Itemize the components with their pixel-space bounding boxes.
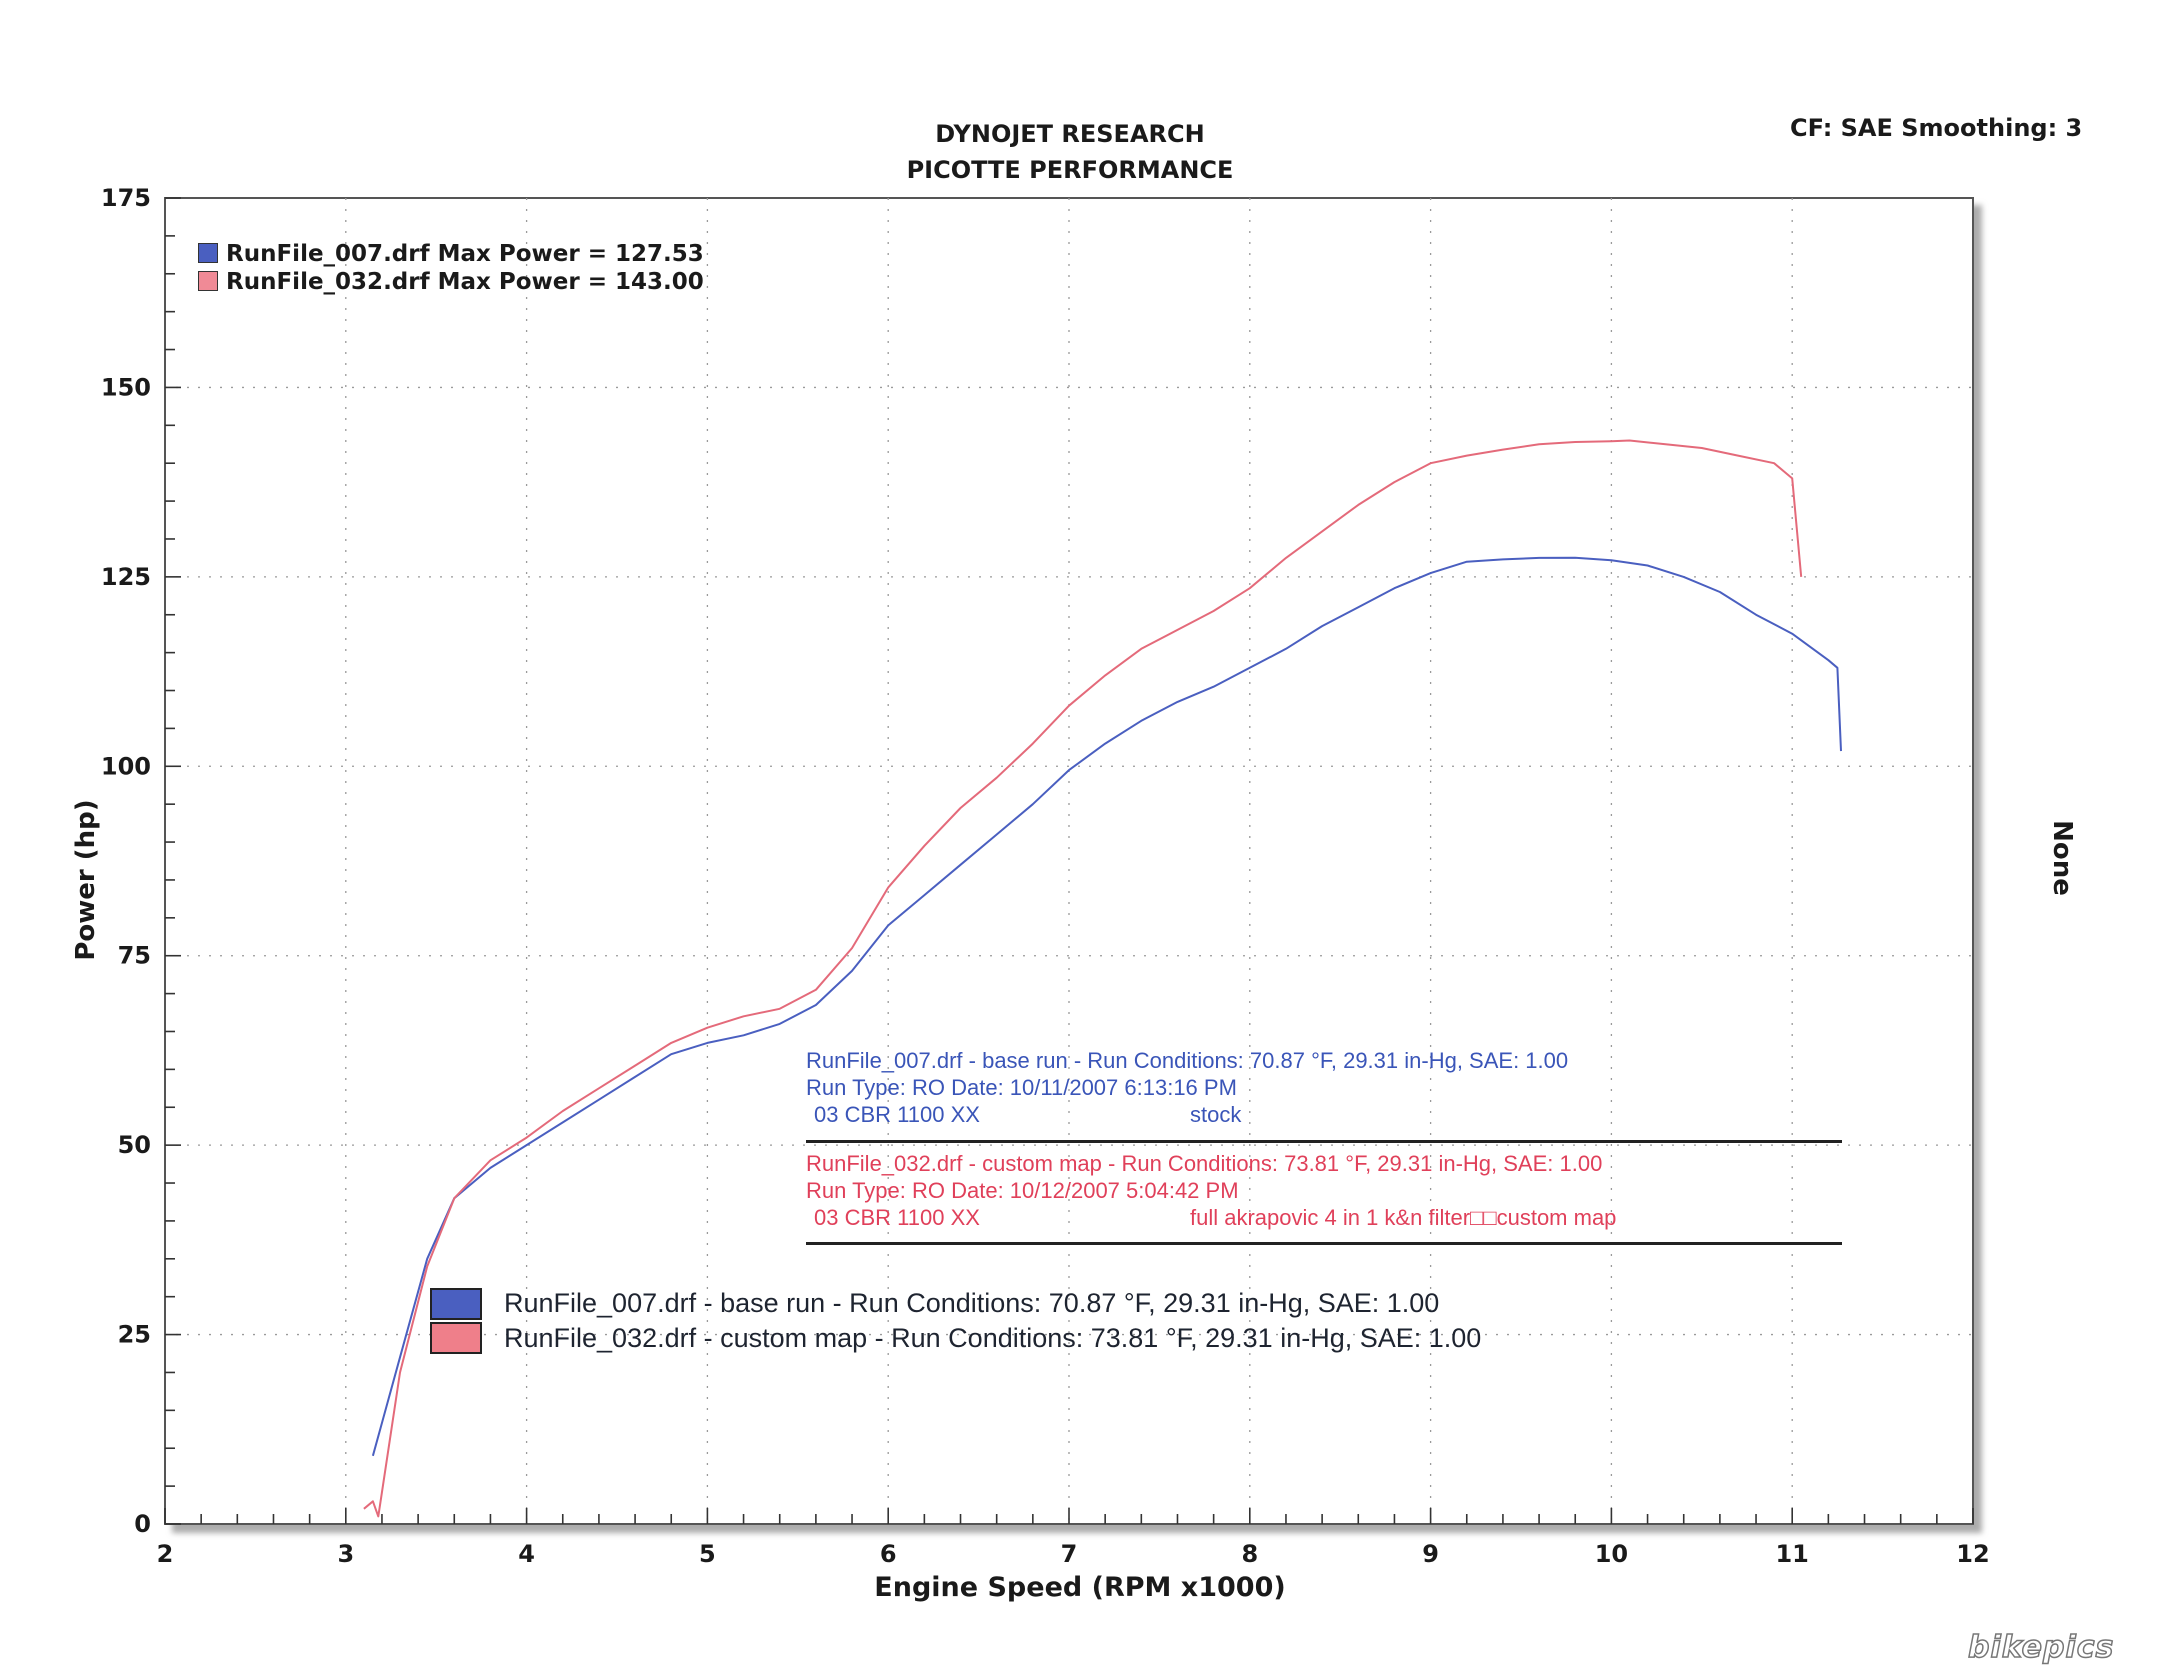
y-tick-label: 25	[118, 1321, 151, 1349]
run-conditions-run007: RunFile_007.drf - base run - Run Conditi…	[806, 1048, 1568, 1128]
chart-title-line1: DYNOJET RESEARCH	[935, 120, 1205, 148]
legend-swatch-large	[430, 1322, 482, 1354]
x-tick-label: 10	[1595, 1540, 1628, 1568]
divider-line	[806, 1242, 1842, 1245]
run-conditions-line: RunFile_007.drf - base run - Run Conditi…	[806, 1048, 1569, 1073]
y-axis-label: Power (hp)	[71, 799, 101, 961]
cf-smoothing-label: CF: SAE Smoothing: 3	[1790, 114, 2083, 142]
series-line-1	[363, 439, 1803, 1518]
legend-swatch	[198, 243, 218, 263]
bottom-legend-run007: RunFile_007.drf - base run - Run Conditi…	[504, 1288, 1440, 1318]
watermark-logo: bikepics	[1967, 1629, 2115, 1665]
x-tick-label: 3	[337, 1540, 354, 1568]
legend-label: RunFile_032.drf Max Power = 143.00	[226, 269, 704, 295]
y-tick-label: 125	[101, 563, 151, 591]
x-tick-label: 5	[699, 1540, 716, 1568]
legend-label: RunFile_007.drf Max Power = 127.53	[226, 241, 704, 267]
tick-labels: 2 3 4 5 6 7 8 9 10 11 12 0 25 50 75 100 125 150 175	[101, 184, 1990, 1568]
x-axis-label: Engine Speed (RPM x1000)	[874, 1572, 1286, 1603]
y-tick-label: 0	[134, 1510, 151, 1538]
legend-swatch-large	[430, 1288, 482, 1320]
x-tick-label: 7	[1061, 1540, 1078, 1568]
divider-line	[806, 1140, 1842, 1143]
run-type-line: Run Type: RO Date: 10/11/2007 6:13:16 PM	[806, 1075, 1237, 1100]
y-tick-label: 150	[101, 373, 151, 401]
y-tick-label: 75	[118, 942, 151, 970]
legend-entry-run032: RunFile_032.drf Max Power = 143.00	[198, 269, 704, 295]
x-tick-label: 4	[518, 1540, 535, 1568]
bike-model: 03 CBR 1100 XX	[814, 1102, 980, 1127]
bottom-legend-run032: RunFile_032.drf - custom map - Run Condi…	[504, 1323, 1482, 1353]
x-tick-label: 2	[157, 1540, 174, 1568]
x-tick-label: 12	[1956, 1540, 1989, 1568]
axis-ticks	[164, 197, 1974, 1525]
grid-lines	[165, 198, 1973, 1524]
series-line-0	[371, 556, 1842, 1457]
y-tick-label: 100	[101, 752, 151, 780]
right-axis-label: None	[2047, 820, 2077, 896]
chart-title-line2: PICOTTE PERFORMANCE	[906, 156, 1234, 184]
run-conditions-line: RunFile_032.drf - custom map - Run Condi…	[806, 1151, 1603, 1176]
run-type-line: Run Type: RO Date: 10/12/2007 5:04:42 PM	[806, 1178, 1239, 1203]
legend-swatch	[198, 271, 218, 291]
legend-entry-run007: RunFile_007.drf Max Power = 127.53	[198, 241, 704, 267]
x-tick-label: 9	[1422, 1540, 1439, 1568]
bike-model: 03 CBR 1100 XX	[814, 1205, 980, 1230]
y-tick-label: 175	[101, 184, 151, 212]
run-notes: full akrapovic 4 in 1 k&n filter□□custom…	[1190, 1205, 1617, 1230]
x-tick-label: 8	[1241, 1540, 1258, 1568]
run-notes: stock	[1190, 1102, 1242, 1127]
x-tick-label: 6	[880, 1540, 897, 1568]
series-lines	[363, 439, 1842, 1518]
run-conditions-run032: RunFile_032.drf - custom map - Run Condi…	[806, 1151, 1616, 1231]
y-tick-label: 50	[118, 1131, 151, 1159]
x-tick-label: 11	[1775, 1540, 1808, 1568]
